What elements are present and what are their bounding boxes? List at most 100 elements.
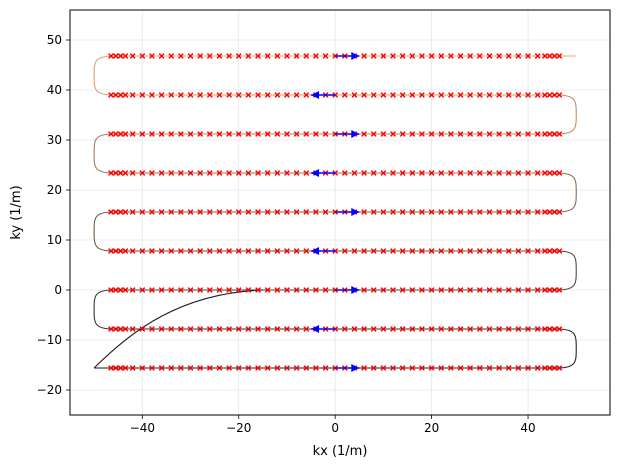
sample-marker-stroke [216,365,223,371]
sample-marker-stroke [505,53,512,59]
sample-marker [438,287,445,293]
sample-marker [117,209,124,215]
sample-marker-stroke [158,131,165,137]
y-axis-label: ky (1/m) [9,185,24,239]
sample-marker [216,92,223,98]
sample-marker-stroke [284,209,290,215]
sample-marker [177,209,184,215]
sample-marker [332,92,339,98]
sample-marker [274,248,281,254]
sample-marker-stroke [556,131,563,137]
sample-marker [457,248,464,254]
direction-arrow [311,247,336,255]
sample-marker [264,287,271,293]
sample-marker-stroke [542,92,548,98]
sample-marker-stroke [496,326,503,332]
sample-marker [525,92,531,98]
sample-marker [370,53,377,59]
sample-marker-stroke [158,92,165,98]
sample-marker [117,365,124,371]
sample-marker-stroke [274,248,281,254]
sample-marker [197,365,204,371]
sample-marker-stroke [112,92,119,98]
sample-marker-stroke [149,170,155,176]
sample-marker [197,170,204,176]
sample-marker [122,53,129,59]
sample-marker-stroke [264,209,271,215]
sample-marker-stroke [187,365,194,371]
sample-marker-stroke [129,131,136,137]
sample-marker [515,326,522,332]
sample-marker [556,209,563,215]
sample-marker [187,131,194,137]
sample-marker [361,170,368,176]
sample-marker-stroke [380,131,387,137]
sample-marker-stroke [187,53,194,59]
sample-marker [158,326,165,332]
sample-marker [476,209,483,215]
sample-marker-stroke [303,209,310,215]
sample-marker-stroke [399,209,406,215]
sample-marker [177,131,184,137]
sample-marker [168,170,175,176]
sample-marker-stroke [264,287,271,293]
sample-marker-stroke [419,209,425,215]
sample-marker [129,209,136,215]
sample-marker [419,170,425,176]
arrow-head [351,286,360,294]
sample-marker [226,248,233,254]
sample-marker-stroke [341,326,348,332]
sample-marker [496,365,503,371]
sample-marker [177,248,184,254]
sample-marker-stroke [264,170,271,176]
sample-marker [168,92,175,98]
sample-marker-stroke [476,209,483,215]
sample-marker [139,131,146,137]
sample-marker [226,287,233,293]
sample-marker [274,53,281,59]
sample-marker [206,92,213,98]
sample-marker [505,53,512,59]
sample-marker [284,209,290,215]
sample-marker [438,53,445,59]
sample-marker-stroke [542,326,548,332]
sample-marker-stroke [551,365,558,371]
sample-marker-stroke [177,248,184,254]
sample-marker-stroke [284,248,290,254]
sample-marker-stroke [235,209,242,215]
sample-marker [546,287,553,293]
sample-marker-stroke [245,53,252,59]
sample-marker [245,287,252,293]
sample-marker-stroke [390,326,396,332]
sample-marker-stroke [177,131,184,137]
sample-marker-stroke [467,248,474,254]
sample-marker-stroke [370,365,377,371]
sample-marker [293,131,300,137]
sample-marker [112,53,119,59]
sample-marker-stroke [457,326,464,332]
sample-marker [235,326,242,332]
y-tick-label: −20 [37,383,62,397]
sample-marker-stroke [284,287,290,293]
sample-marker [341,170,348,176]
arrow-head [351,52,360,60]
sample-marker [551,170,558,176]
sample-marker [556,131,563,137]
sample-marker [177,287,184,293]
sample-marker [409,131,416,137]
sample-marker-stroke [551,170,558,176]
sample-marker [168,209,175,215]
sample-marker-stroke [467,170,474,176]
sample-marker-stroke [322,209,329,215]
sample-marker-stroke [139,131,146,137]
sample-marker-stroke [428,326,435,332]
sample-marker-stroke [303,287,310,293]
sample-marker [226,170,233,176]
sample-marker-stroke [546,248,553,254]
sample-marker [399,248,406,254]
sample-marker-stroke [206,326,213,332]
sample-marker-stroke [341,170,348,176]
sample-marker-stroke [197,248,204,254]
sample-marker-stroke [525,170,531,176]
sample-marker [380,53,387,59]
